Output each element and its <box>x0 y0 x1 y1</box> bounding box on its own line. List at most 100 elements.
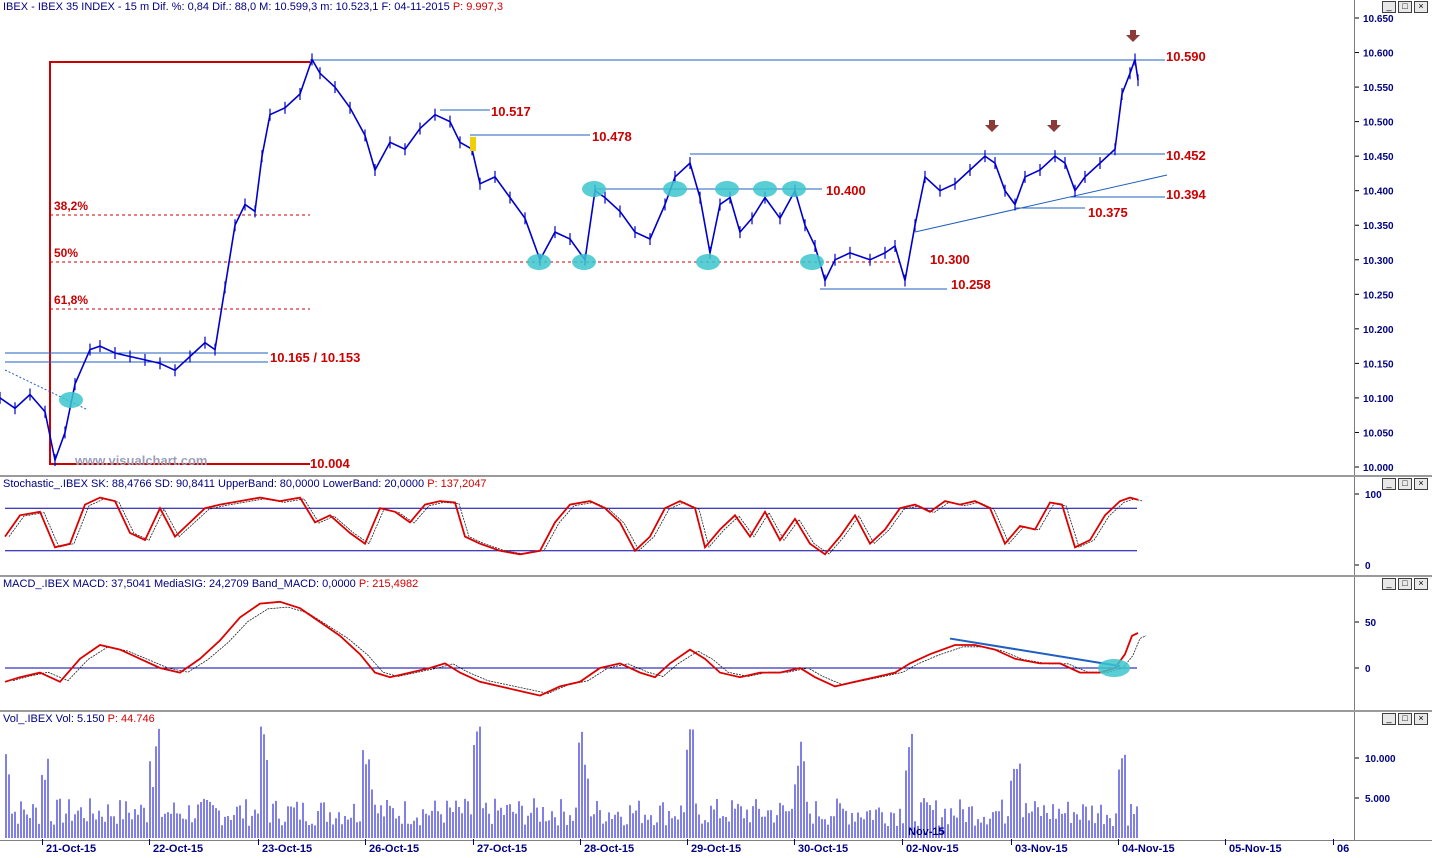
date-tick <box>687 839 688 845</box>
highlight-marker <box>527 254 551 270</box>
highlight-marker <box>696 254 720 270</box>
separator[interactable] <box>0 475 1432 477</box>
volume-header-text: Vol_.IBEX Vol: 5.150 <box>3 713 105 725</box>
y-tick-label: 10.550 <box>1363 83 1394 94</box>
level-label: 10.394 <box>1166 187 1207 202</box>
macd-window-buttons: _ □ × <box>1382 578 1428 590</box>
stochastic-header-text: Stochastic_.IBEX SK: 88,4766 SD: 90,8411… <box>3 478 425 490</box>
level-label: 10.452 <box>1166 148 1206 163</box>
date-tick <box>1011 839 1012 845</box>
y-tick-label: 0 <box>1365 561 1371 572</box>
y-tick-label: 10.200 <box>1363 325 1394 336</box>
volume-axis: 10.000 5.000 <box>1355 712 1432 840</box>
macd-plot <box>0 577 1355 710</box>
date-tick <box>1118 839 1119 845</box>
macd-axis: 50 0 <box>1355 577 1432 710</box>
stochastic-plot <box>0 477 1355 575</box>
y-tick-label: 10.000 <box>1363 463 1394 474</box>
down-arrow-icon <box>1126 30 1140 42</box>
stochastic-sd-line <box>8 498 1143 555</box>
date-label: 26-Oct-15 <box>369 843 420 855</box>
level-label: 10.004 <box>310 456 351 471</box>
date-tick <box>1333 839 1334 845</box>
close-button[interactable]: × <box>1414 578 1428 590</box>
down-arrow-icon <box>985 120 999 132</box>
macd-header-text: MACD_.IBEX MACD: 37,5041 MediaSIG: 24,27… <box>3 578 356 590</box>
price-window-buttons: _ □ × <box>1382 1 1428 13</box>
stochastic-header-p: P: 137,2047 <box>427 478 487 490</box>
volume-header: Vol_.IBEX Vol: 5.150 P: 44.746 <box>3 713 155 725</box>
price-chart: 38,2% 50% 61,8% 10.590 10.517 10.478 10.452 10.… <box>0 30 1207 471</box>
minimize-button[interactable]: _ <box>1382 578 1396 590</box>
y-tick-label: 10.650 <box>1363 14 1394 25</box>
y-tick-label: 50 <box>1365 618 1377 629</box>
y-tick-label: 10.250 <box>1363 290 1394 301</box>
date-tick <box>42 839 43 845</box>
macd-line <box>4 600 1139 697</box>
highlight-marker <box>782 181 806 197</box>
highlight-marker <box>715 181 739 197</box>
stochastic-window-buttons: _ □ × <box>1382 478 1428 490</box>
date-label: 21-Oct-15 <box>46 843 97 855</box>
date-label: 04-Nov-15 <box>1122 843 1175 855</box>
down-arrow-icon <box>1047 120 1061 132</box>
maximize-button[interactable]: □ <box>1398 713 1412 725</box>
y-tick-label: 10.450 <box>1363 152 1394 163</box>
fibo-label: 38,2% <box>54 199 88 213</box>
y-tick-label: 10.100 <box>1363 394 1394 405</box>
stochastic-sk-line <box>4 496 1139 556</box>
y-tick-label: 100 <box>1365 490 1382 501</box>
y-tick-label: 10.500 <box>1363 118 1394 129</box>
minimize-button[interactable]: _ <box>1382 1 1396 13</box>
highlight-marker <box>1098 659 1130 677</box>
macd-panel: 50 0 MACD_.IBEX MACD: 37,5041 MediaSIG: 2… <box>0 577 1432 710</box>
price-header: IBEX - IBEX 35 INDEX - 15 m Dif. %: 0,84… <box>3 1 503 13</box>
price-header-text: IBEX - IBEX 35 INDEX - 15 m Dif. %: 0,84… <box>3 1 450 13</box>
date-tick <box>794 839 795 845</box>
macd-chart <box>4 600 1147 697</box>
price-panel: 38,2% 50% 61,8% 10.590 10.517 10.478 10.452 10.… <box>0 0 1432 475</box>
level-label: 10.375 <box>1088 205 1128 220</box>
date-label: 29-Oct-15 <box>691 843 742 855</box>
level-label: 10.478 <box>592 129 632 144</box>
highlight-box <box>470 137 476 151</box>
y-tick-label: 5.000 <box>1365 794 1390 805</box>
date-tick <box>473 839 474 845</box>
highlight-marker <box>800 254 824 270</box>
price-header-p: P: 9.997,3 <box>452 1 503 13</box>
volume-panel: Nov-15 10.000 5.000 Vol_.IBEX Vol: 5.150 … <box>0 712 1432 840</box>
minimize-button[interactable]: _ <box>1382 713 1396 725</box>
stochastic-panel: 100 0 Stochastic_.IBEX SK: 88,4766 SD: 90… <box>0 477 1432 575</box>
maximize-button[interactable]: □ <box>1398 478 1412 490</box>
y-tick-label: 10.400 <box>1363 187 1394 198</box>
y-tick-label: 10.000 <box>1365 754 1396 765</box>
macd-header: MACD_.IBEX MACD: 37,5041 MediaSIG: 24,27… <box>3 578 418 590</box>
separator[interactable] <box>0 575 1432 577</box>
close-button[interactable]: × <box>1414 713 1428 725</box>
date-tick <box>258 839 259 845</box>
y-tick-label: 0 <box>1365 664 1371 675</box>
date-tick <box>149 839 150 845</box>
y-tick-label: 10.350 <box>1363 221 1394 232</box>
fibo-label: 50% <box>54 246 78 260</box>
highlight-marker <box>753 181 777 197</box>
date-tick <box>902 839 903 845</box>
maximize-button[interactable]: □ <box>1398 578 1412 590</box>
close-button[interactable]: × <box>1414 1 1428 13</box>
close-button[interactable]: × <box>1414 478 1428 490</box>
maximize-button[interactable]: □ <box>1398 1 1412 13</box>
watermark: www.visualchart.com <box>74 453 207 468</box>
stochastic-chart <box>4 496 1143 556</box>
level-label: 10.165 / 10.153 <box>270 350 360 365</box>
minimize-button[interactable]: _ <box>1382 478 1396 490</box>
date-label: 23-Oct-15 <box>262 843 313 855</box>
date-label: 02-Nov-15 <box>906 843 959 855</box>
level-label: 10.517 <box>491 104 531 119</box>
date-tick <box>365 839 366 845</box>
y-tick-label: 10.600 <box>1363 49 1394 60</box>
price-axis: 10.650 10.600 10.550 10.500 10.450 10.400 10.3… <box>1355 0 1432 475</box>
separator[interactable] <box>0 710 1432 712</box>
trendline <box>914 174 1168 233</box>
date-tick <box>1225 839 1226 845</box>
level-label: 10.590 <box>1166 49 1206 64</box>
